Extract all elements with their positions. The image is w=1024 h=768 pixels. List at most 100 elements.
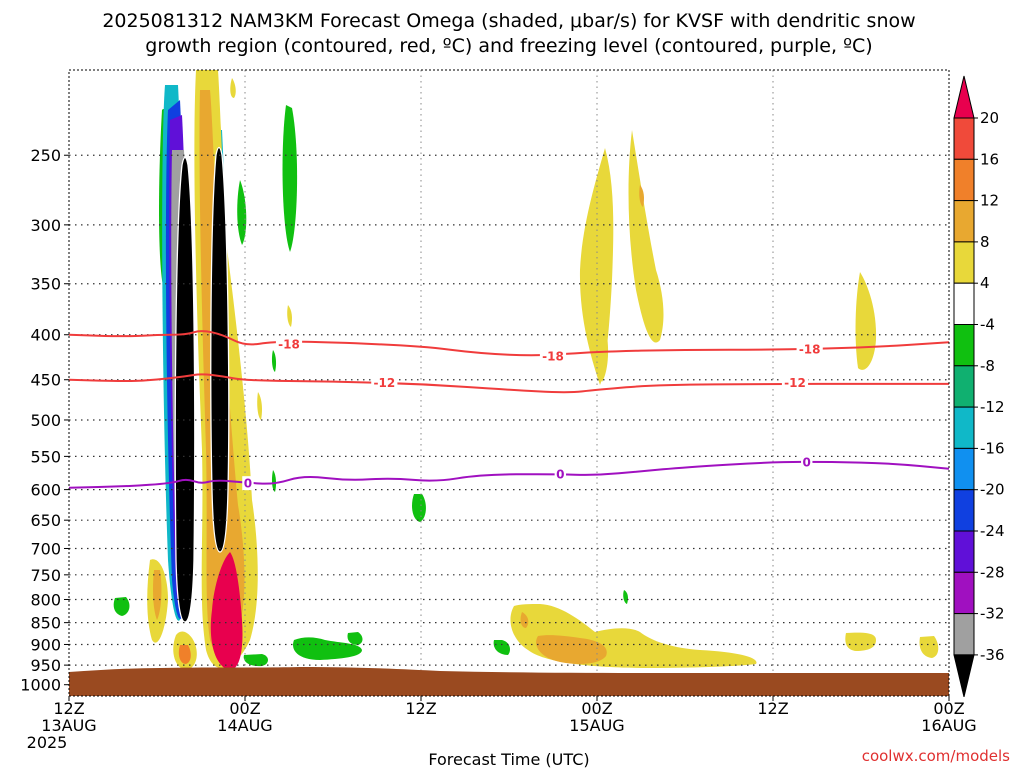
omega-shade-region: [210, 552, 243, 671]
contour-label-bg: [242, 476, 254, 491]
omega-shade-region: [210, 146, 230, 553]
omega-shade-region: [175, 157, 195, 622]
pressure-tick-label: 850: [30, 614, 61, 633]
omega-shade-region: [210, 147, 229, 552]
temperature-contours: -18 -18 -18 -12 -12 0 0 0: [69, 330, 949, 491]
omega-shade-region: [271, 350, 277, 372]
colorbar-swatch: [953, 158, 975, 202]
ground-surface: [69, 667, 949, 696]
pressure-tick-label: 300: [30, 216, 61, 235]
omega-shade-region: [536, 635, 607, 664]
colorbar-swatch: [953, 200, 975, 243]
colorbar-label: -20: [980, 481, 1005, 499]
pressure-axis: 250 300 350 400 450 500 550 600 650 700 750 800 850 9…: [20, 146, 69, 695]
contour-label: -18: [799, 342, 821, 356]
time-tick-label: 14AUG: [217, 716, 272, 735]
colorbar-swatch: [953, 530, 975, 573]
time-tick-label: 16AUG: [921, 716, 976, 735]
contour-label-bg: [796, 341, 823, 356]
omega-shade-region: [113, 597, 130, 616]
contour-line: [69, 330, 949, 357]
colorbar-label: -8: [980, 357, 995, 375]
colorbar-label: -4: [980, 316, 995, 334]
colorbar-label: 8: [980, 233, 990, 251]
omega-shade-region: [287, 305, 292, 327]
colorbar-swatch: [953, 406, 975, 449]
contour-label: -12: [373, 376, 395, 390]
omega-shade-region: [919, 636, 939, 658]
colorbar-swatch: [953, 365, 975, 408]
source-credit: coolwx.com/models: [862, 747, 1010, 765]
colorbar-label: -36: [980, 646, 1005, 664]
omega-shade-region: [855, 272, 877, 370]
omega-shade-region: [178, 645, 191, 664]
pressure-tick-label: 950: [30, 656, 61, 675]
plot-area: -18 -18 -18 -12 -12 0 0 0: [69, 70, 949, 696]
pressure-tick-label: 350: [30, 275, 61, 294]
time-tick-label: 00Z: [229, 699, 260, 718]
colorbar-label: -32: [980, 605, 1005, 623]
contour-label: 0: [244, 477, 252, 491]
time-tick-label: 12Z: [757, 699, 788, 718]
pressure-tick-label: 900: [30, 635, 61, 654]
omega-shading: [113, 70, 939, 671]
colorbar-swatch: [953, 324, 975, 367]
contour-label-bg: [781, 375, 809, 390]
time-tick-label: 00Z: [933, 699, 964, 718]
colorbar-swatch: [953, 613, 975, 656]
omega-shade-region: [493, 640, 510, 655]
pressure-tick-label: 250: [30, 146, 61, 165]
omega-shade-region: [237, 180, 247, 245]
contour-label-bg: [371, 375, 398, 390]
pressure-tick-label: 1000: [20, 676, 61, 695]
pressure-tick-label: 550: [30, 447, 61, 466]
time-tick-label: 13AUG: [41, 716, 96, 735]
colorbar-label: -28: [980, 563, 1005, 581]
pressure-tick-label: 650: [30, 511, 61, 530]
contour-label: -18: [542, 350, 564, 364]
colorbar-swatch: [953, 117, 975, 160]
x-axis-label: Forecast Time (UTC): [428, 750, 589, 768]
pressure-tick-label: 500: [30, 411, 61, 430]
colorbar-label: 4: [980, 274, 990, 292]
pressure-tick-label: 700: [30, 539, 61, 558]
pressure-tick-label: 750: [30, 566, 61, 585]
omega-shade-region: [595, 330, 609, 382]
colorbar-label: -16: [980, 439, 1005, 457]
colorbar-label: -24: [980, 522, 1005, 540]
omega-shade-region: [639, 185, 644, 207]
pressure-tick-label: 450: [30, 371, 61, 390]
contour-line: [69, 460, 949, 489]
omega-shade-region: [153, 570, 162, 620]
colorbar-label: 12: [980, 192, 999, 210]
contour-label: -18: [278, 338, 300, 352]
omega-shade-region: [174, 156, 196, 623]
contour-label: 0: [803, 455, 811, 469]
omega-shade-region: [347, 632, 363, 645]
omega-shade-region: [230, 78, 236, 98]
chart-title-line2: growth region (contoured, red, ºC) and f…: [145, 35, 872, 57]
colorbar-swatch: [953, 571, 975, 615]
pressure-tick-label: 800: [30, 590, 61, 609]
time-tick-label: 00Z: [581, 699, 612, 718]
time-tick-label: 12Z: [405, 699, 436, 718]
colorbar-label: -12: [980, 398, 1005, 416]
omega-shade-region: [845, 632, 876, 651]
colorbar-swatch: [953, 241, 975, 284]
colorbar-swatch: [953, 654, 975, 698]
colorbar-swatch: [953, 447, 975, 491]
time-tick-label: 12Z: [53, 699, 84, 718]
colorbar-label: 20: [980, 109, 999, 127]
plot-frame: [68, 69, 950, 697]
pressure-tick-label: 600: [30, 481, 61, 500]
contour-label-bg: [275, 337, 303, 352]
colorbar-label: 16: [980, 150, 999, 168]
omega-shade-region: [293, 637, 362, 660]
omega-shade-region: [628, 130, 664, 343]
time-tick-label: 15AUG: [569, 716, 624, 735]
contour-label: 0: [556, 468, 564, 482]
omega-colorbar: 20 16 12 8 4 -4 -8 -12 -16 -20 -24 -28 -32 -36: [953, 75, 1005, 698]
omega-shade-region: [579, 148, 614, 385]
